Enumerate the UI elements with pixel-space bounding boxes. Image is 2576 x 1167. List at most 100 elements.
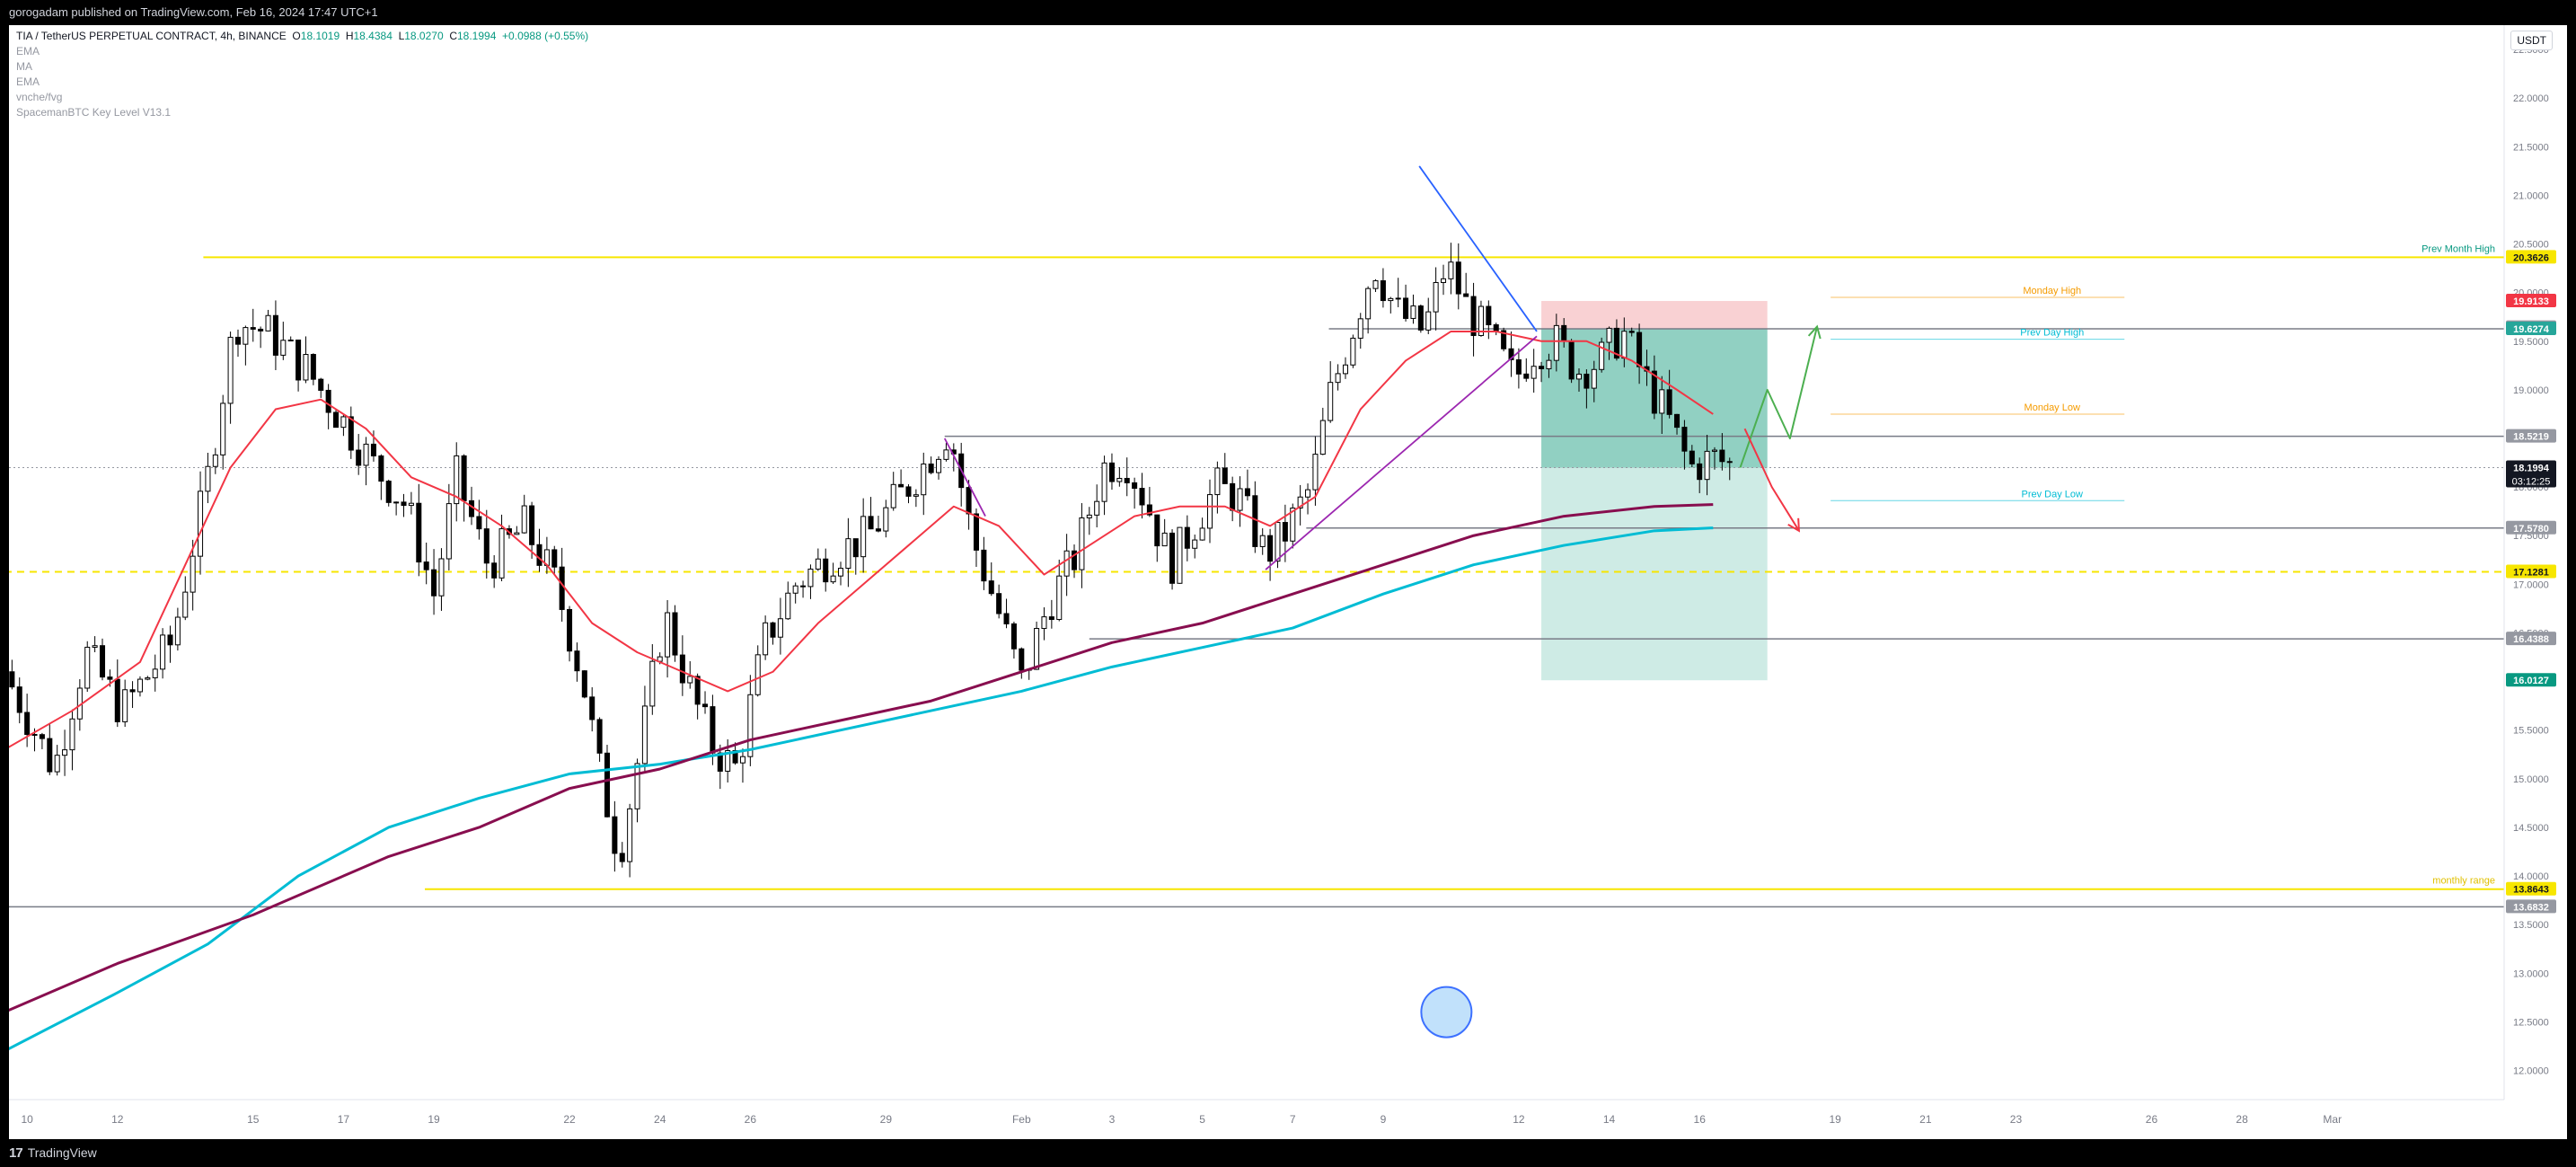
close-value: 18.1994 [456, 30, 497, 42]
x-tick-label-20: 26 [2146, 1113, 2158, 1126]
tradingview-logo[interactable]: 17 TradingView [9, 1139, 97, 1167]
candle-body [551, 549, 558, 568]
candle-body [62, 749, 68, 756]
candle-body [280, 340, 287, 356]
key-level-label-0: Monday High [2023, 286, 2081, 296]
candle-body [830, 575, 836, 583]
candle-body [393, 501, 400, 504]
candle-body [47, 738, 53, 773]
candle-body [1433, 281, 1439, 313]
candle-body [1350, 337, 1356, 366]
price-tag-8: 16.0127 [2513, 676, 2549, 686]
candle-body [1711, 449, 1717, 452]
price-tag-10-bg [2506, 899, 2556, 914]
candle-body [837, 568, 844, 577]
candle-body [498, 528, 505, 579]
x-tick-label-2: 15 [247, 1113, 260, 1126]
candles [9, 243, 1733, 878]
candle-body [1297, 496, 1303, 509]
price-chart[interactable]: Monday High Prev Day High Monday Low Prev D… [9, 25, 2567, 1139]
candle-body [1230, 482, 1236, 511]
candle-body [1674, 413, 1681, 429]
candle-body [107, 676, 113, 680]
candle-body [182, 591, 189, 618]
indicator-ema-1[interactable]: EMA [16, 45, 40, 57]
candle-body [1063, 550, 1070, 577]
x-tick-label-16: 16 [1694, 1113, 1707, 1126]
candle-body [1116, 477, 1123, 482]
candle-body [1410, 305, 1416, 319]
candle-body [868, 516, 874, 530]
candle-body [1553, 324, 1559, 361]
candle-body [1319, 420, 1326, 455]
candle-body [1539, 366, 1545, 369]
candle-body [1275, 522, 1281, 562]
chart-frame[interactable]: Monday High Prev Day High Monday Low Prev D… [9, 25, 2567, 1139]
candle-body [1561, 324, 1567, 342]
candle-body [1124, 477, 1130, 483]
candle-body [1613, 327, 1619, 359]
y-tick-label-2: 21.5000 [2513, 142, 2549, 153]
candle-body [1365, 287, 1372, 320]
x-tick-label-7: 26 [745, 1113, 757, 1126]
candle-body [212, 454, 218, 467]
price-tag-10: 13.6832 [2513, 902, 2549, 913]
candle-body [370, 443, 376, 456]
x-tick-label-3: 17 [338, 1113, 350, 1126]
candle-body [1621, 331, 1628, 359]
candle-body [574, 650, 580, 672]
candle-body [1259, 535, 1266, 547]
candle-body [190, 555, 196, 593]
candle-body [54, 755, 60, 773]
candle-body [129, 689, 136, 693]
candle-body [860, 516, 867, 558]
price-tag-7-bg [2506, 632, 2556, 646]
candle-body [1056, 575, 1063, 621]
candle-body [1079, 517, 1085, 570]
candle-body [318, 378, 324, 391]
candle-body [1222, 467, 1228, 484]
y-tick-label-21: 12.0000 [2513, 1066, 2549, 1077]
chart-legend: TIA / TetherUS PERPETUAL CONTRACT, 4h, B… [16, 29, 588, 120]
candle-body [476, 516, 482, 530]
x-tick-label-18: 21 [1919, 1113, 1932, 1126]
footer-bar: 17 TradingView [0, 1139, 2576, 1167]
candle-body [1666, 389, 1672, 415]
indicator-fvg[interactable]: vnche/fvg [16, 91, 63, 103]
candle-body [1606, 327, 1612, 343]
candle-body [137, 678, 143, 693]
candle-body [1372, 280, 1379, 289]
candle-body [431, 569, 437, 597]
candle-body [205, 465, 211, 492]
candle-body [491, 562, 498, 579]
candle-body [1575, 373, 1583, 380]
candle-body [521, 505, 527, 534]
candle-body [1048, 616, 1054, 621]
indicator-ma[interactable]: MA [16, 60, 32, 73]
currency-button[interactable]: USDT [2510, 31, 2553, 50]
x-tick-label-19: 23 [2010, 1113, 2023, 1126]
candle-body [1161, 532, 1168, 547]
candle-body [1380, 280, 1386, 302]
candle-body [167, 634, 173, 646]
candle-body [1395, 297, 1401, 300]
trendline-1 [1265, 335, 1538, 570]
candle-body [265, 314, 271, 332]
candle-body [468, 500, 475, 517]
candle-body [815, 558, 821, 570]
candle-body [272, 314, 278, 356]
candle-body [845, 538, 851, 570]
tradingview-logo-icon: 17 [9, 1145, 23, 1161]
candle-body [1041, 616, 1047, 630]
ema-fast-line [9, 330, 1714, 748]
candle-body [416, 502, 422, 563]
indicator-ema-2[interactable]: EMA [16, 75, 40, 88]
symbol-name: TIA / TetherUS PERPETUAL CONTRACT, 4h, B… [16, 30, 287, 42]
current-price-tag: 18.1994 [2513, 464, 2550, 474]
candle-body [536, 544, 543, 566]
x-tick-label-22: Mar [2323, 1113, 2342, 1126]
indicator-key-levels[interactable]: SpacemanBTC Key Level V13.1 [16, 106, 172, 119]
candle-body [1531, 366, 1537, 379]
candle-body [408, 502, 414, 507]
candle-body [1659, 389, 1665, 414]
